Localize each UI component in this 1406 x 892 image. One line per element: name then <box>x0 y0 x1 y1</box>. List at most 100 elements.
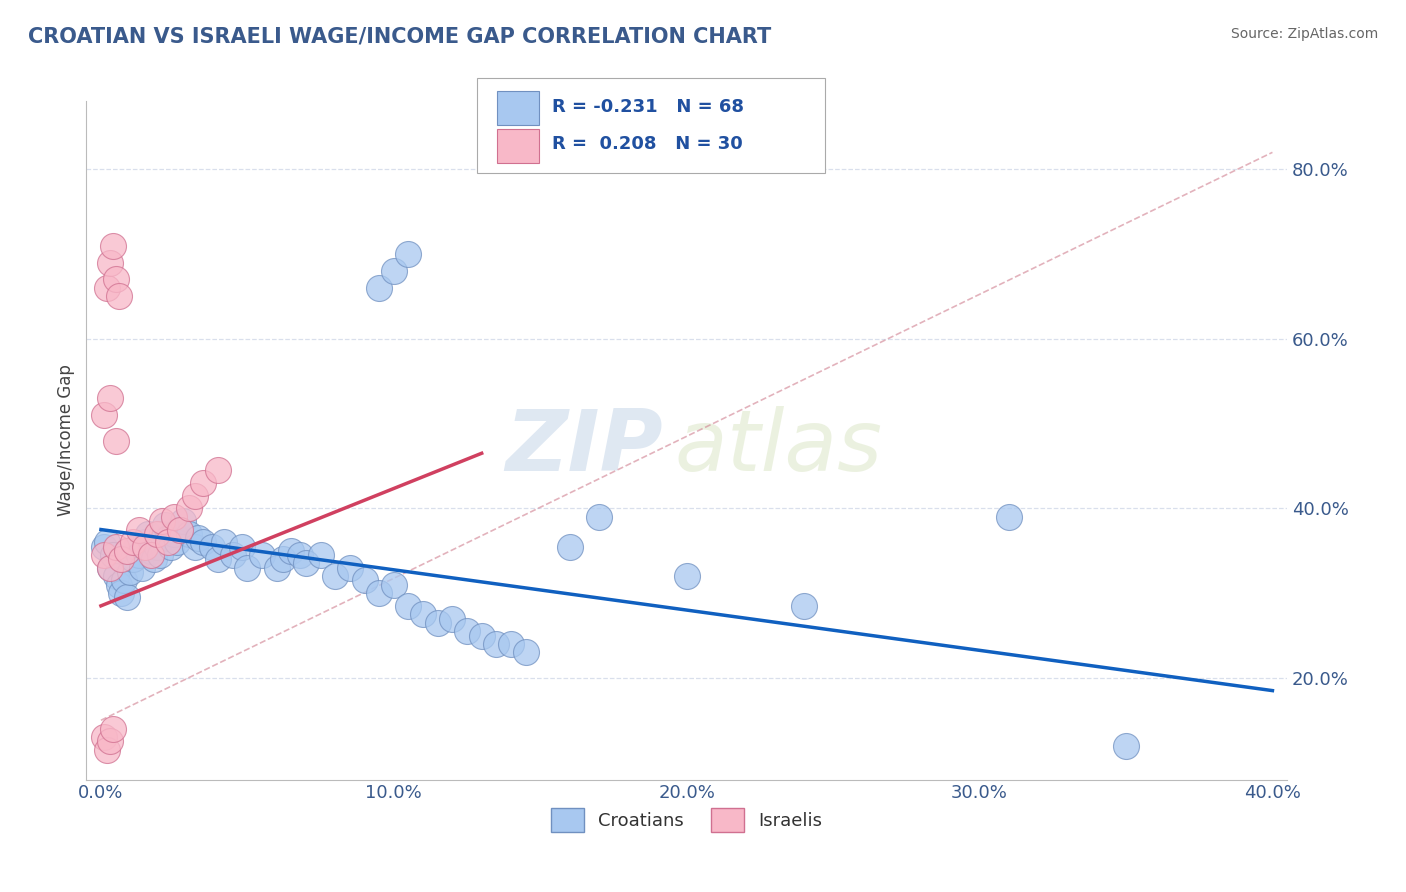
Point <box>93 408 115 422</box>
Point <box>93 730 115 744</box>
Point <box>122 535 145 549</box>
Point <box>110 552 132 566</box>
Point <box>222 548 245 562</box>
FancyBboxPatch shape <box>477 78 825 173</box>
Point <box>172 514 194 528</box>
Point <box>98 255 121 269</box>
Point <box>98 560 121 574</box>
Point <box>155 518 177 533</box>
Point <box>398 599 420 613</box>
Point <box>231 540 253 554</box>
Point <box>412 607 434 622</box>
Point <box>295 557 318 571</box>
Point <box>117 543 139 558</box>
Legend: Croatians, Israelis: Croatians, Israelis <box>551 808 823 831</box>
Point <box>104 434 127 448</box>
Point <box>169 523 191 537</box>
Point <box>250 548 273 562</box>
Point <box>142 552 165 566</box>
Point <box>207 552 229 566</box>
Text: R =  0.208   N = 30: R = 0.208 N = 30 <box>553 136 742 153</box>
Point <box>353 574 375 588</box>
Point <box>177 501 200 516</box>
Point <box>104 540 127 554</box>
Point <box>122 552 145 566</box>
Point <box>160 540 183 554</box>
Point <box>485 637 508 651</box>
Point <box>157 535 180 549</box>
Point <box>382 264 405 278</box>
Point <box>93 548 115 562</box>
Point <box>101 548 124 562</box>
Point <box>166 535 188 549</box>
Point <box>163 509 186 524</box>
Point <box>288 548 311 562</box>
Point <box>471 628 494 642</box>
Point <box>96 535 118 549</box>
Point <box>128 548 150 562</box>
Point <box>104 272 127 286</box>
Text: CROATIAN VS ISRAELI WAGE/INCOME GAP CORRELATION CHART: CROATIAN VS ISRAELI WAGE/INCOME GAP CORR… <box>28 27 772 46</box>
Point <box>96 281 118 295</box>
Point <box>104 569 127 583</box>
Point <box>675 569 697 583</box>
Point <box>339 560 361 574</box>
Point <box>134 535 156 549</box>
Point <box>558 540 581 554</box>
Bar <box>496 91 538 125</box>
Text: Source: ZipAtlas.com: Source: ZipAtlas.com <box>1230 27 1378 41</box>
Point <box>382 577 405 591</box>
Point <box>212 535 235 549</box>
Point <box>98 560 121 574</box>
Point <box>139 548 162 562</box>
Point <box>128 523 150 537</box>
Point <box>193 535 215 549</box>
Point <box>145 526 167 541</box>
Text: ZIP: ZIP <box>505 406 662 489</box>
Point <box>157 531 180 545</box>
Point <box>201 540 224 554</box>
Point <box>152 526 174 541</box>
Point <box>136 526 159 541</box>
Point <box>207 463 229 477</box>
Point <box>323 569 346 583</box>
Point <box>152 514 174 528</box>
Point <box>368 586 391 600</box>
Point <box>101 722 124 736</box>
Point <box>120 565 142 579</box>
Point <box>148 548 170 562</box>
Point <box>368 281 391 295</box>
Point <box>139 543 162 558</box>
Point <box>515 645 537 659</box>
Point <box>183 489 205 503</box>
Point <box>112 574 135 588</box>
Y-axis label: Wage/Income Gap: Wage/Income Gap <box>58 365 75 516</box>
Point <box>499 637 522 651</box>
Point <box>1115 739 1137 753</box>
Point <box>96 743 118 757</box>
Point <box>117 591 139 605</box>
Point <box>271 552 294 566</box>
Point <box>169 523 191 537</box>
Text: R = -0.231   N = 68: R = -0.231 N = 68 <box>553 98 744 116</box>
Point <box>110 586 132 600</box>
Point <box>309 548 332 562</box>
Point <box>107 289 129 303</box>
Point <box>145 540 167 554</box>
Point <box>131 560 153 574</box>
Point <box>93 540 115 554</box>
Point <box>101 238 124 252</box>
Point <box>398 247 420 261</box>
Point <box>98 734 121 748</box>
Point <box>236 560 259 574</box>
Point <box>177 526 200 541</box>
Point <box>998 509 1021 524</box>
Point <box>125 540 148 554</box>
Point <box>183 540 205 554</box>
Point <box>280 543 302 558</box>
Point <box>134 540 156 554</box>
Point <box>187 531 209 545</box>
Point <box>107 577 129 591</box>
Point <box>588 509 610 524</box>
Point <box>266 560 288 574</box>
